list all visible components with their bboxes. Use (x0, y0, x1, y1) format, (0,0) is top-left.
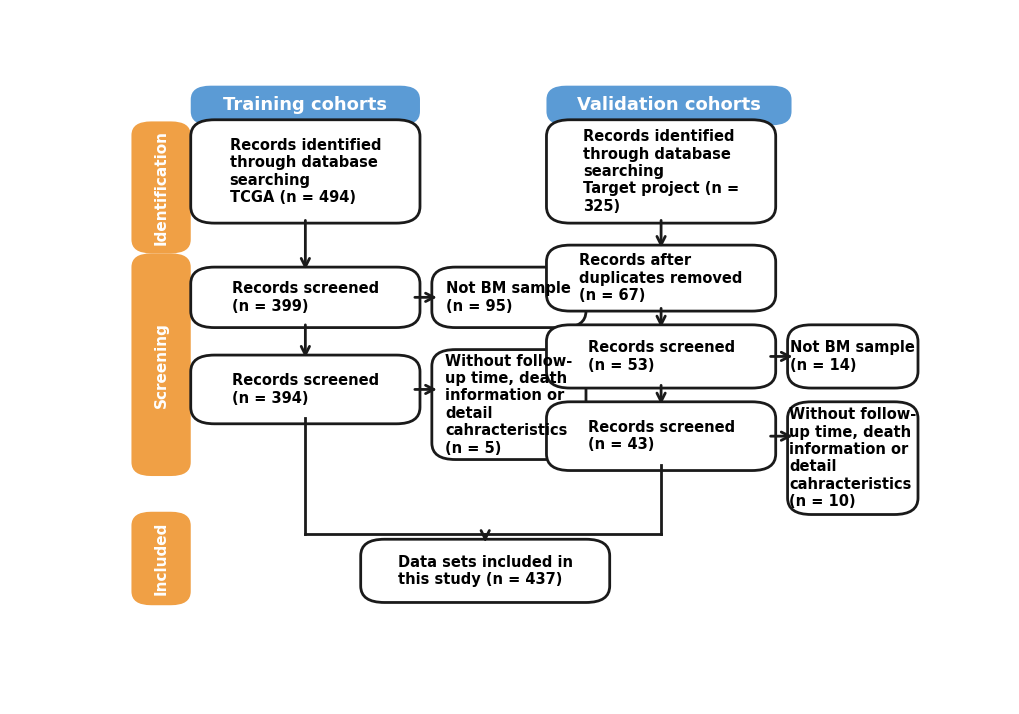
FancyBboxPatch shape (431, 267, 585, 328)
FancyBboxPatch shape (546, 245, 775, 311)
FancyBboxPatch shape (431, 350, 585, 460)
FancyBboxPatch shape (191, 355, 420, 424)
FancyBboxPatch shape (131, 253, 191, 476)
FancyBboxPatch shape (131, 512, 191, 605)
FancyBboxPatch shape (131, 121, 191, 253)
FancyBboxPatch shape (787, 325, 917, 388)
FancyBboxPatch shape (361, 539, 609, 603)
Text: Records screened
(n = 399): Records screened (n = 399) (231, 281, 378, 313)
Text: Not BM sample
(n = 95): Not BM sample (n = 95) (446, 281, 571, 313)
FancyBboxPatch shape (546, 402, 775, 471)
Text: Records identified
through database
searching
Target project (n =
325): Records identified through database sear… (583, 129, 739, 213)
Text: Included: Included (154, 522, 168, 595)
Text: Records screened
(n = 43): Records screened (n = 43) (587, 420, 734, 453)
Text: Without follow-
up time, death
information or
detail
cahracteristics
(n = 5): Without follow- up time, death informati… (445, 353, 572, 456)
FancyBboxPatch shape (191, 120, 420, 223)
FancyBboxPatch shape (191, 86, 420, 125)
Text: Records identified
through database
searching
TCGA (n = 494): Records identified through database sear… (229, 138, 381, 205)
Text: Records screened
(n = 53): Records screened (n = 53) (587, 341, 734, 373)
Text: Training cohorts: Training cohorts (223, 96, 387, 114)
Text: Not BM sample
(n = 14): Not BM sample (n = 14) (790, 341, 914, 373)
FancyBboxPatch shape (787, 402, 917, 515)
Text: Screening: Screening (154, 322, 168, 408)
FancyBboxPatch shape (546, 325, 775, 388)
FancyBboxPatch shape (546, 120, 775, 223)
Text: Validation cohorts: Validation cohorts (577, 96, 760, 114)
Text: Without follow-
up time, death
information or
detail
cahracteristics
(n = 10): Without follow- up time, death informati… (789, 407, 915, 509)
FancyBboxPatch shape (191, 267, 420, 328)
Text: Records after
duplicates removed
(n = 67): Records after duplicates removed (n = 67… (579, 253, 742, 303)
Text: Data sets included in
this study (n = 437): Data sets included in this study (n = 43… (397, 555, 572, 587)
Text: Records screened
(n = 394): Records screened (n = 394) (231, 373, 378, 406)
FancyBboxPatch shape (546, 86, 791, 125)
Text: Identification: Identification (154, 130, 168, 245)
